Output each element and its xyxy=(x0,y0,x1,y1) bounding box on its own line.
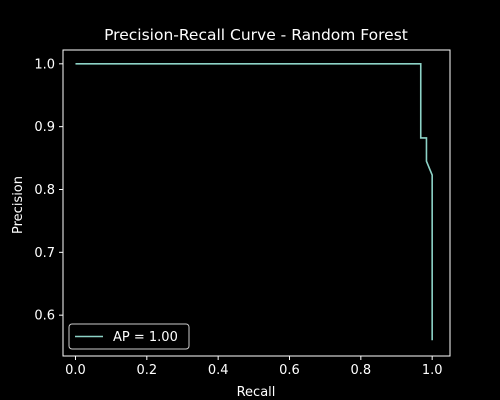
y-tick-label: 1.0 xyxy=(34,57,55,72)
x-axis-label: Recall xyxy=(237,385,276,400)
y-tick-label: 0.9 xyxy=(34,120,55,135)
x-tick-label: 0.6 xyxy=(279,363,300,378)
y-tick-label: 0.8 xyxy=(34,183,55,198)
chart-title: Precision-Recall Curve - Random Forest xyxy=(104,26,408,44)
x-tick-label: 1.0 xyxy=(422,363,443,378)
legend: AP = 1.00 xyxy=(68,323,190,350)
legend-label-0: AP = 1.00 xyxy=(113,330,178,345)
x-tick-label: 0.8 xyxy=(350,363,371,378)
y-axis-ticks: 0.6 0.7 0.8 0.9 1.0 xyxy=(34,57,63,324)
y-tick-label: 0.6 xyxy=(34,309,55,324)
series-line-0 xyxy=(75,63,433,341)
x-tick-label: 0.4 xyxy=(208,363,229,378)
plot-area xyxy=(62,49,451,357)
x-tick-label: 0.0 xyxy=(65,363,86,378)
legend-box xyxy=(68,323,190,350)
x-tick-label: 0.2 xyxy=(136,363,157,378)
axes-frame xyxy=(62,49,451,357)
y-tick-label: 0.7 xyxy=(34,246,55,261)
y-axis-label: Precision xyxy=(11,176,26,234)
x-axis-ticks: 0.0 0.2 0.4 0.6 0.8 1.0 xyxy=(65,356,443,378)
